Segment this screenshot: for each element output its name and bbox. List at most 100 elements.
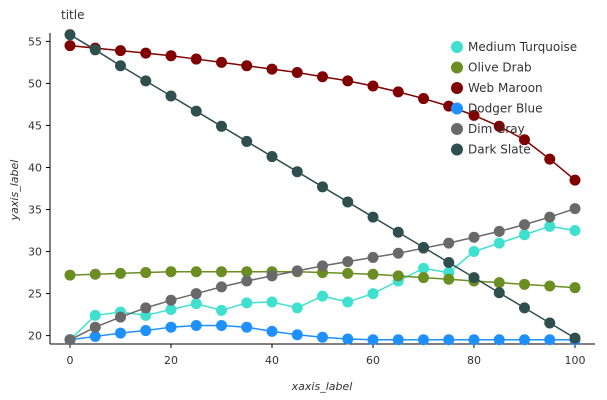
data-point-dark-slate: [418, 241, 429, 253]
data-point-medium-turquoise: [569, 225, 581, 237]
legend-item-web-maroon: Web Maroon: [451, 81, 543, 95]
data-point-dim-gray: [190, 288, 202, 300]
legend-item-dim-gray: Dim Gray: [451, 122, 525, 136]
data-point-dark-slate: [519, 302, 530, 314]
y-tick-label: 20: [28, 330, 42, 343]
data-point-olive-drab: [115, 267, 126, 279]
data-point-olive-drab: [140, 267, 152, 279]
data-point-dark-slate: [291, 166, 303, 178]
data-point-medium-turquoise: [89, 309, 101, 321]
data-point-dodger-blue: [493, 334, 505, 346]
legend-item-dodger-blue: Dodger Blue: [451, 102, 543, 116]
x-tick-label: 100: [565, 354, 586, 367]
y-ticks: 20 25 30 35 40 45 50 55: [28, 35, 50, 343]
data-point-dodger-blue: [317, 331, 328, 343]
data-point-medium-turquoise: [190, 298, 202, 310]
legend-marker-web-maroon: [451, 82, 463, 94]
data-point-dim-gray: [468, 231, 480, 243]
data-point-medium-turquoise: [519, 229, 530, 241]
data-point-web-maroon: [468, 109, 480, 121]
data-point-olive-drab: [190, 266, 202, 278]
data-point-dim-gray: [165, 294, 177, 306]
data-point-dodger-blue: [241, 321, 253, 333]
data-point-dodger-blue: [140, 325, 152, 337]
data-point-web-maroon: [493, 120, 505, 132]
data-point-web-maroon: [190, 53, 202, 65]
data-point-web-maroon: [216, 56, 227, 68]
data-point-web-maroon: [291, 67, 303, 79]
data-point-olive-drab: [392, 270, 404, 282]
data-point-web-maroon: [569, 174, 581, 186]
data-point-dodger-blue: [519, 334, 530, 346]
data-point-web-maroon: [165, 50, 177, 62]
data-point-medium-turquoise: [342, 296, 354, 308]
legend-item-dark-slate: Dark Slate: [451, 143, 531, 157]
data-point-olive-drab: [89, 268, 101, 280]
data-point-olive-drab: [544, 280, 556, 292]
data-point-olive-drab: [418, 272, 429, 284]
series-web-maroon: [64, 40, 581, 186]
data-point-olive-drab: [216, 266, 227, 278]
y-tick-label: 30: [28, 246, 42, 259]
data-point-dark-slate: [241, 135, 253, 147]
data-point-web-maroon: [266, 63, 278, 75]
data-point-medium-turquoise: [165, 304, 177, 316]
axes: [49, 33, 595, 345]
data-point-dark-slate: [64, 29, 76, 41]
data-point-web-maroon: [241, 60, 253, 72]
data-point-dodger-blue: [544, 334, 556, 346]
data-point-olive-drab: [64, 269, 76, 281]
data-point-dodger-blue: [418, 334, 429, 346]
y-axis-label: yaxis_label: [8, 160, 21, 222]
data-point-web-maroon: [317, 71, 328, 83]
x-tick-label: 60: [366, 354, 380, 367]
x-tick-label: 80: [467, 354, 481, 367]
legend-label-dim-gray: Dim Gray: [468, 122, 525, 136]
y-tick-label: 25: [28, 288, 42, 301]
data-point-dim-gray: [443, 237, 455, 249]
data-point-olive-drab: [569, 282, 581, 294]
data-point-dark-slate: [165, 90, 177, 102]
data-point-medium-turquoise: [544, 220, 556, 232]
data-point-dodger-blue: [392, 334, 404, 346]
data-point-dodger-blue: [190, 320, 202, 332]
data-point-dark-slate: [89, 44, 101, 56]
data-point-dim-gray: [266, 270, 278, 282]
data-point-dark-slate: [544, 317, 556, 329]
x-axis-label: xaxis_label: [291, 380, 353, 393]
series-dodger-blue: [64, 320, 581, 346]
legend-label-olive-drab: Olive Drab: [468, 61, 532, 75]
data-point-olive-drab: [519, 278, 530, 290]
y-tick-label: 40: [28, 161, 42, 174]
data-point-web-maroon: [544, 153, 556, 165]
data-point-dodger-blue: [443, 334, 455, 346]
data-point-dodger-blue: [468, 334, 480, 346]
data-point-dim-gray: [519, 219, 530, 231]
data-point-dark-slate: [317, 181, 328, 193]
data-point-dodger-blue: [367, 334, 379, 346]
data-point-dark-slate: [216, 120, 227, 132]
data-point-web-maroon: [367, 80, 379, 92]
data-point-dim-gray: [291, 265, 303, 277]
data-point-dim-gray: [392, 247, 404, 259]
data-point-dim-gray: [140, 302, 152, 314]
legend-marker-olive-drab: [451, 61, 463, 74]
data-point-web-maroon: [115, 45, 126, 57]
data-point-dark-slate: [367, 211, 379, 223]
data-point-dark-slate: [569, 332, 581, 344]
legend-marker-medium-turquoise: [451, 41, 463, 53]
data-point-dark-slate: [115, 60, 126, 72]
data-point-web-maroon: [140, 47, 152, 59]
data-point-dodger-blue: [342, 333, 354, 345]
data-point-dodger-blue: [89, 330, 101, 342]
legend: Medium Turquoise Olive Drab Web Maroon Dodg…: [451, 40, 577, 157]
data-point-dim-gray: [317, 260, 328, 272]
data-point-dim-gray: [216, 281, 227, 293]
data-point-medium-turquoise: [367, 288, 379, 300]
data-point-web-maroon: [519, 134, 530, 146]
data-point-dim-gray: [342, 256, 354, 268]
data-point-web-maroon: [418, 93, 429, 105]
data-point-medium-turquoise: [493, 237, 505, 249]
data-point-dim-gray: [89, 321, 101, 333]
data-point-dark-slate: [468, 272, 480, 284]
